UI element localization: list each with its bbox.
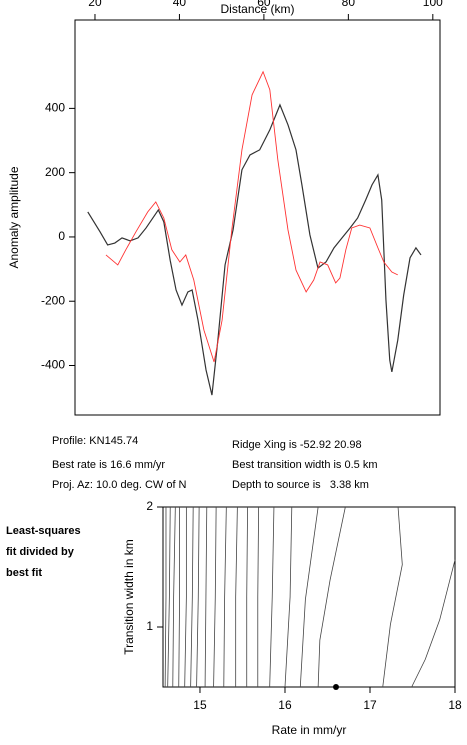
contour-line <box>382 506 403 688</box>
info-text: Best transition width is 0.5 km <box>232 459 378 471</box>
x-tick-label: 60 <box>257 0 271 9</box>
contour-line <box>178 507 180 688</box>
side-note: fit divided by <box>6 546 75 558</box>
contour-line <box>317 506 346 688</box>
plot-frame <box>162 506 456 688</box>
contour-line <box>172 506 176 688</box>
y-axis-label: Transition width in km <box>122 539 136 655</box>
contour-line <box>284 506 293 688</box>
y-tick-label: 1 <box>146 619 153 633</box>
contour-line <box>223 506 227 688</box>
side-note: best fit <box>6 567 42 579</box>
info-text: Profile: KN145.74 <box>52 435 138 447</box>
y-tick-label: 200 <box>45 165 65 179</box>
contour-line <box>269 506 275 688</box>
info-text: Proj. Az: 10.0 deg. CW of N <box>52 479 187 491</box>
x-tick-label: 20 <box>88 0 102 9</box>
x-tick-label: 15 <box>193 698 207 712</box>
x-axis-label: Distance (km) <box>220 2 294 16</box>
contour-line <box>167 506 171 688</box>
contour-line <box>196 506 200 688</box>
contour-line <box>299 506 319 688</box>
contour-line <box>164 507 167 688</box>
side-note: Least-squares <box>6 525 81 537</box>
x-tick-label: 16 <box>278 698 292 712</box>
contour-line <box>204 506 208 688</box>
contour-line <box>184 507 187 688</box>
y-axis-label: Anomaly amplitude <box>7 166 21 268</box>
contour-line <box>246 506 248 687</box>
data-line <box>87 103 422 396</box>
y-tick-label: -200 <box>41 293 65 307</box>
y-tick-label: 2 <box>146 499 153 513</box>
contour-line <box>235 506 238 687</box>
info-text: Best rate is 16.6 mm/yr <box>52 459 165 471</box>
info-text: Depth to source is 3.38 km <box>232 479 369 491</box>
y-tick-label: 400 <box>45 101 65 115</box>
y-tick-label: 0 <box>58 229 65 243</box>
contour-line <box>213 506 217 688</box>
info-text: Ridge Xing is -52.92 20.98 <box>232 439 362 451</box>
x-tick-label: 80 <box>342 0 356 9</box>
contour-line <box>257 506 260 687</box>
contour-line <box>411 559 456 688</box>
x-tick-label: 17 <box>363 698 377 712</box>
data-line <box>105 70 398 363</box>
best-fit-point <box>332 684 339 690</box>
x-tick-label: 18 <box>448 698 462 712</box>
contour-line <box>190 506 194 688</box>
x-axis-label: Rate in mm/yr <box>272 723 347 737</box>
x-tick-label: 100 <box>423 0 443 9</box>
y-tick-label: -400 <box>41 358 65 372</box>
x-tick-label: 40 <box>173 0 187 9</box>
plot-frame <box>74 19 441 416</box>
